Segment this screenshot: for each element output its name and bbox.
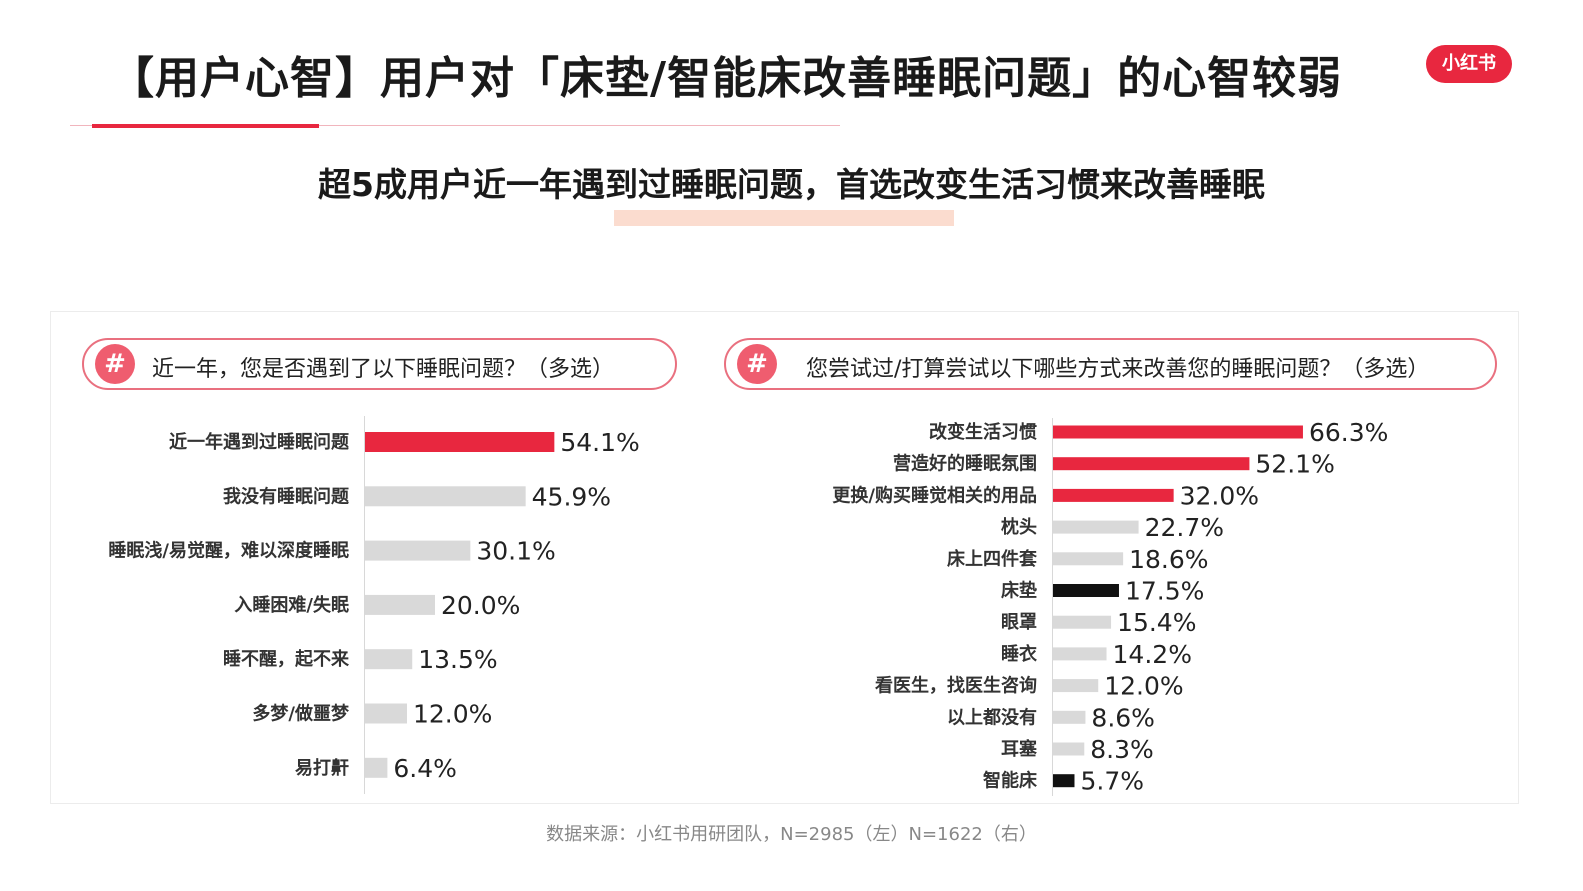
charts-panel bbox=[50, 311, 1519, 804]
right-value-label: 17.5% bbox=[1125, 577, 1204, 606]
right-bar bbox=[1053, 457, 1250, 471]
right-category-label: 眼罩 bbox=[1001, 612, 1037, 633]
right-chart-axis bbox=[1052, 418, 1053, 796]
left-bar bbox=[365, 649, 413, 670]
page-title: 【用户心智】用户对「床垫/智能床改善睡眠问题」的心智较弱 bbox=[110, 53, 1343, 104]
left-value-label: 30.1% bbox=[476, 537, 555, 566]
right-category-label: 耳塞 bbox=[1001, 738, 1038, 760]
left-category-label: 近一年遇到过睡眠问题 bbox=[169, 431, 350, 453]
left-category-label: 多梦/做噩梦 bbox=[252, 703, 350, 725]
left-value-label: 6.4% bbox=[393, 754, 457, 783]
left-value-label: 45.9% bbox=[532, 482, 611, 511]
left-bar bbox=[365, 486, 526, 507]
left-value-label: 54.1% bbox=[560, 428, 639, 457]
right-value-label: 32.0% bbox=[1180, 481, 1259, 510]
right-bar bbox=[1053, 679, 1099, 693]
left-bar bbox=[365, 540, 471, 561]
left-question-text: 近一年，您是否遇到了以下睡眠问题？（多选） bbox=[152, 357, 615, 382]
left-category-label: 入睡困难/失眠 bbox=[234, 594, 349, 616]
right-bar bbox=[1053, 552, 1124, 566]
right-bar bbox=[1053, 742, 1085, 756]
left-category-label: 睡眠浅/易觉醒，难以深度睡眠 bbox=[108, 540, 349, 562]
left-bar-chart: 近一年遇到过睡眠问题 54.1% 我没有睡眠问题 45.9% 睡眠浅/易觉醒，难以深度睡… bbox=[108, 428, 639, 783]
right-category-label: 床上四件套 bbox=[947, 548, 1037, 570]
title-divider-accent bbox=[92, 124, 319, 128]
right-value-label: 5.7% bbox=[1080, 767, 1144, 796]
left-category-label: 易打鼾 bbox=[295, 757, 349, 779]
right-question-pill: # 您尝试过/打算尝试以下哪些方式来改善您的睡眠问题？（多选） bbox=[724, 338, 1497, 390]
right-value-label: 22.7% bbox=[1145, 513, 1224, 542]
left-bar bbox=[365, 757, 388, 778]
right-bar bbox=[1053, 615, 1112, 629]
right-bar bbox=[1053, 488, 1174, 502]
left-value-label: 20.0% bbox=[441, 591, 520, 620]
right-category-label: 智能床 bbox=[983, 770, 1038, 792]
right-bar bbox=[1053, 710, 1086, 724]
right-bar bbox=[1053, 425, 1303, 439]
right-category-label: 枕头 bbox=[1001, 516, 1037, 538]
right-value-label: 18.6% bbox=[1129, 545, 1208, 574]
right-value-label: 8.6% bbox=[1091, 703, 1155, 732]
left-chart-axis bbox=[364, 416, 365, 794]
right-category-label: 看医生，找医生咨询 bbox=[874, 675, 1037, 697]
right-category-label: 床垫 bbox=[1001, 580, 1037, 602]
left-value-label: 13.5% bbox=[418, 645, 497, 674]
right-value-label: 66.3% bbox=[1309, 418, 1388, 447]
hashtag-icon: # bbox=[95, 344, 135, 384]
right-bar bbox=[1053, 774, 1075, 788]
brand-logo: 小红书 bbox=[1426, 45, 1512, 83]
right-value-label: 52.1% bbox=[1255, 450, 1334, 479]
page-subtitle: 超5成用户近一年遇到过睡眠问题，首选改变生活习惯来改善睡眠 bbox=[318, 165, 1265, 204]
subtitle-underline bbox=[614, 210, 954, 226]
right-question-text: 您尝试过/打算尝试以下哪些方式来改善您的睡眠问题？（多选） bbox=[806, 357, 1430, 382]
right-value-label: 15.4% bbox=[1117, 608, 1196, 637]
right-value-label: 12.0% bbox=[1104, 672, 1183, 701]
left-category-label: 睡不醒，起不来 bbox=[223, 648, 350, 670]
left-value-label: 12.0% bbox=[413, 700, 492, 729]
right-bar bbox=[1053, 584, 1119, 597]
hashtag-icon: # bbox=[737, 344, 777, 384]
right-category-label: 改变生活习惯 bbox=[929, 421, 1037, 443]
right-bar bbox=[1053, 647, 1107, 661]
left-bar bbox=[365, 594, 435, 615]
title-divider bbox=[70, 125, 840, 126]
right-category-label: 营造好的睡眠氛围 bbox=[893, 453, 1037, 475]
right-category-label: 睡衣 bbox=[1001, 643, 1037, 665]
right-bar bbox=[1053, 520, 1139, 534]
right-value-label: 8.3% bbox=[1090, 735, 1154, 764]
left-bar bbox=[365, 703, 407, 724]
right-bar-chart: 改变生活习惯 66.3% 营造好的睡眠氛围 52.1% 更换/购买睡觉相关的用品 32.0… bbox=[832, 418, 1388, 796]
right-category-label: 更换/购买睡觉相关的用品 bbox=[832, 484, 1037, 506]
right-category-label: 以上都没有 bbox=[947, 706, 1037, 728]
left-category-label: 我没有睡眠问题 bbox=[223, 485, 350, 507]
right-value-label: 14.2% bbox=[1113, 640, 1192, 669]
left-question-pill: # 近一年，您是否遇到了以下睡眠问题？（多选） bbox=[82, 338, 677, 390]
data-source-note: 数据来源：小红书用研团队，N=2985（左）N=1622（右） bbox=[546, 824, 1037, 845]
left-bar bbox=[365, 432, 555, 452]
